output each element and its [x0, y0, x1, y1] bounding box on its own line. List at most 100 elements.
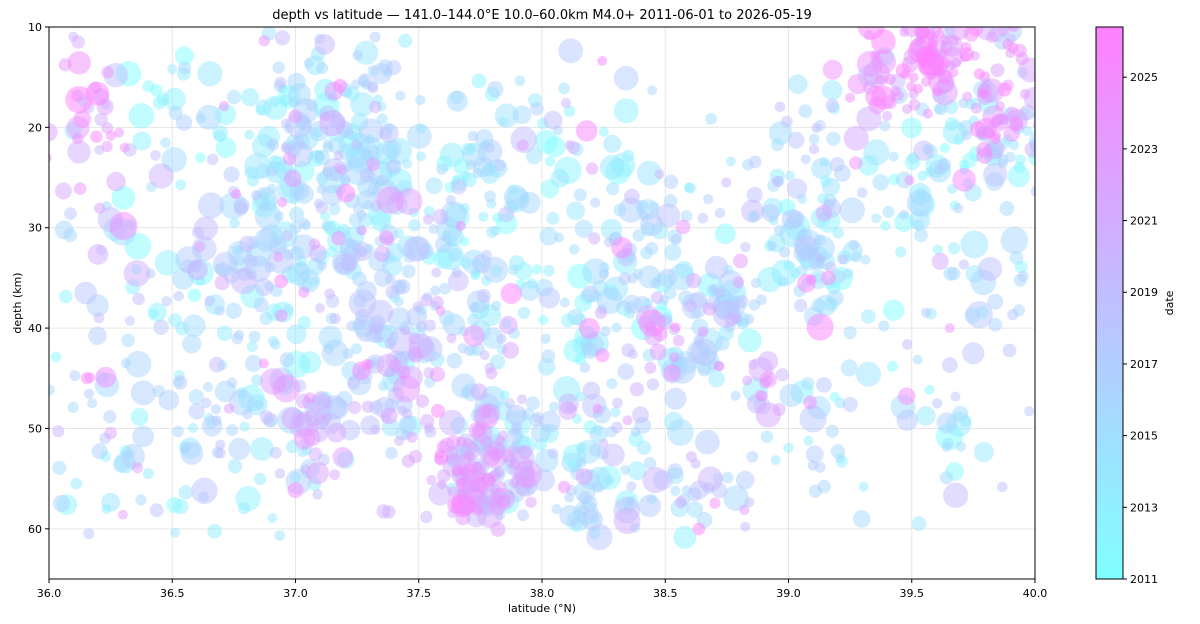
data-point: [106, 171, 126, 192]
data-point: [771, 138, 784, 152]
data-point: [825, 424, 839, 438]
data-point: [267, 513, 278, 523]
data-point: [148, 163, 174, 189]
data-point: [1011, 13, 1021, 23]
data-point: [132, 131, 152, 151]
data-point: [195, 152, 206, 164]
data-point: [238, 502, 250, 515]
data-point: [244, 129, 255, 140]
data-point: [952, 405, 969, 422]
data-point: [624, 188, 640, 205]
data-point: [896, 409, 918, 431]
data-point: [786, 178, 808, 199]
data-point: [197, 192, 225, 219]
data-point: [970, 102, 982, 114]
data-point: [429, 366, 445, 382]
data-point: [419, 414, 435, 429]
data-point: [378, 381, 389, 391]
data-point: [539, 410, 561, 433]
data-point: [518, 445, 533, 460]
data-point: [357, 73, 372, 88]
data-point: [267, 138, 279, 151]
data-point: [423, 319, 436, 332]
data-point: [590, 197, 601, 208]
data-point: [613, 65, 639, 91]
data-point: [899, 27, 910, 37]
data-point: [962, 91, 973, 102]
data-point: [484, 143, 495, 153]
data-point: [601, 443, 625, 467]
data-point: [83, 388, 94, 399]
data-point: [279, 352, 295, 368]
data-point: [936, 412, 958, 434]
data-point: [87, 398, 98, 409]
data-point: [884, 73, 896, 85]
data-point: [551, 504, 562, 515]
data-point: [423, 206, 435, 218]
data-point: [814, 234, 826, 246]
data-point: [182, 314, 206, 337]
data-point: [603, 134, 622, 153]
data-point: [983, 162, 1008, 187]
data-point: [242, 409, 253, 420]
data-point: [369, 100, 382, 114]
data-point: [744, 497, 755, 508]
data-point: [539, 227, 558, 246]
data-point: [243, 254, 258, 268]
data-point: [188, 389, 204, 405]
data-point: [606, 182, 620, 196]
data-point: [347, 376, 360, 390]
data-point: [740, 521, 751, 532]
data-point: [664, 243, 682, 261]
data-point: [767, 240, 777, 251]
data-point: [904, 175, 915, 186]
data-point: [684, 299, 697, 313]
data-point: [518, 191, 541, 214]
data-point: [612, 397, 623, 409]
x-axis-label: latitude (°N): [508, 602, 576, 615]
data-point: [808, 143, 820, 155]
data-point: [512, 105, 532, 125]
data-point: [119, 142, 130, 153]
data-point: [423, 214, 434, 225]
data-point: [272, 374, 301, 403]
data-point: [746, 450, 759, 463]
data-point: [516, 139, 529, 152]
data-point: [471, 73, 487, 89]
data-point: [508, 264, 519, 276]
data-point: [482, 327, 504, 349]
data-point: [333, 78, 347, 93]
data-point: [430, 285, 441, 296]
data-point: [543, 110, 563, 130]
data-point: [226, 377, 238, 389]
data-point: [329, 469, 340, 480]
data-point: [432, 209, 449, 225]
data-point: [943, 482, 969, 508]
data-point: [196, 104, 222, 130]
data-point: [781, 208, 803, 230]
data-point: [912, 354, 923, 365]
data-point: [175, 179, 187, 191]
data-point: [826, 131, 841, 146]
data-point: [760, 371, 777, 388]
data-point: [368, 299, 394, 325]
data-point: [690, 338, 718, 366]
data-point: [49, 123, 58, 142]
data-point: [950, 391, 961, 402]
data-point: [558, 38, 584, 64]
data-point: [298, 286, 310, 298]
data-point: [575, 468, 593, 485]
data-point: [990, 63, 1005, 78]
data-point: [69, 370, 81, 382]
data-point: [664, 387, 687, 410]
data-point: [94, 112, 108, 127]
data-point: [783, 442, 794, 453]
data-point: [613, 507, 641, 535]
data-point: [806, 274, 817, 285]
data-point: [230, 189, 242, 200]
data-point: [498, 206, 515, 223]
data-point: [379, 230, 394, 246]
data-point: [204, 295, 215, 307]
colorbar-tick-label: 2019: [1130, 286, 1158, 299]
data-point: [517, 509, 529, 522]
